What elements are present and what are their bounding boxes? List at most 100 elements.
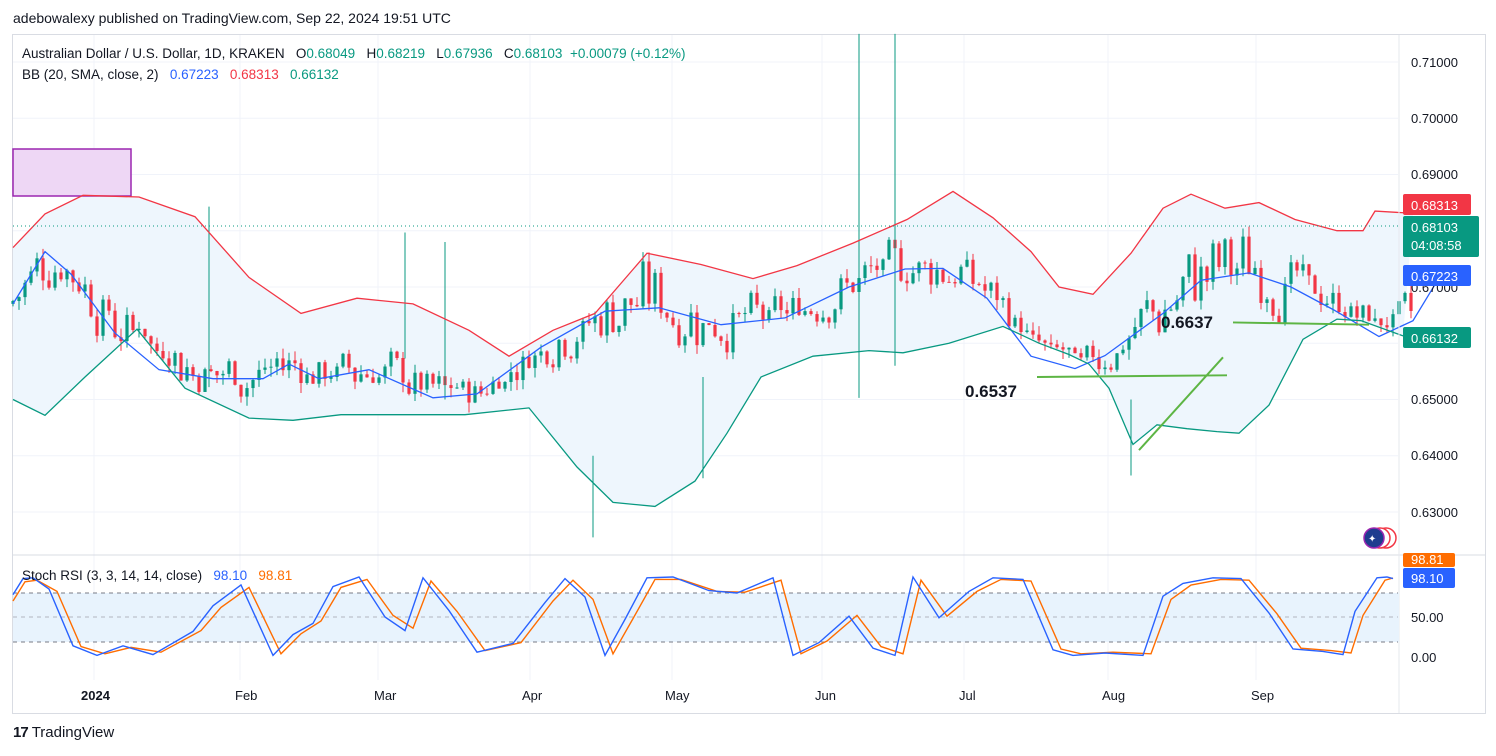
chart-frame <box>12 34 1486 714</box>
candle-body <box>551 364 555 368</box>
candle-body <box>587 321 591 324</box>
candle-body <box>1283 283 1287 324</box>
candle-body <box>239 384 243 397</box>
bb-label: BB (20, SMA, close, 2) <box>22 67 159 82</box>
candle-body <box>359 374 363 382</box>
candle-body <box>341 353 345 367</box>
price-badge-upper: 0.68313 <box>1403 194 1471 215</box>
candle-body <box>929 263 933 285</box>
candle-body <box>287 360 291 371</box>
rsi-tick: 50.00 <box>1411 610 1444 625</box>
candle-body <box>1265 299 1269 303</box>
candle-body <box>1301 264 1305 271</box>
candle-body <box>1337 292 1341 313</box>
candle-body <box>1037 334 1041 341</box>
candle-body <box>953 282 957 284</box>
symbol-legend[interactable]: Australian Dollar / U.S. Dollar, 1D, KRA… <box>22 46 686 61</box>
candle-body <box>1355 306 1359 318</box>
candle-body <box>1325 303 1329 305</box>
candle-body <box>227 361 231 374</box>
bollinger-upper-line <box>12 190 1414 357</box>
candle-body <box>665 312 669 318</box>
candle-body <box>353 367 357 382</box>
candle-body <box>509 372 513 382</box>
candle-body <box>11 300 15 304</box>
candle-body <box>1367 305 1371 321</box>
candle-body <box>1169 309 1173 311</box>
candle-body <box>1175 300 1179 310</box>
resistance-level-label[interactable]: 0.6637 <box>1161 313 1213 332</box>
candle-body <box>1379 318 1383 326</box>
candle-body <box>689 312 693 337</box>
candle-body <box>563 339 567 357</box>
candle-body <box>1211 243 1215 282</box>
candle-body <box>1019 317 1023 332</box>
currency-flag-icon[interactable]: ✦ <box>1363 527 1397 549</box>
time-label: Apr <box>522 688 543 703</box>
high-value: 0.68219 <box>376 46 426 61</box>
candle-body <box>1133 326 1137 339</box>
candle-body <box>1229 239 1233 276</box>
candle-body <box>755 292 759 305</box>
candle-body <box>1247 236 1251 275</box>
candle-body <box>1205 266 1209 282</box>
candle-body <box>437 376 441 384</box>
rsi-tick: 0.00 <box>1411 650 1436 665</box>
candle-body <box>41 258 45 281</box>
candle-body <box>461 381 465 388</box>
candle-body <box>431 373 435 384</box>
candle-body <box>371 377 375 383</box>
candle-body <box>173 352 177 366</box>
candle-body <box>653 272 657 304</box>
price-tick: 0.64000 <box>1411 448 1458 463</box>
candle-body <box>965 259 969 267</box>
candle-body <box>323 362 327 379</box>
candle-body <box>815 314 819 322</box>
time-label: Feb <box>235 688 257 703</box>
candle-body <box>779 296 783 311</box>
candle-body <box>1163 309 1167 333</box>
time-label: Mar <box>374 688 397 703</box>
candle-body <box>83 284 87 292</box>
bollinger-legend[interactable]: BB (20, SMA, close, 2) 0.67223 0.68313 0… <box>22 67 339 82</box>
candle-body <box>167 358 171 366</box>
candle-body <box>995 282 999 301</box>
candle-body <box>593 316 597 324</box>
candle-body <box>1055 344 1059 348</box>
candle-body <box>365 374 369 378</box>
bollinger-basis-line <box>12 250 1442 399</box>
candle-body <box>1031 330 1035 335</box>
candle-body <box>125 314 129 342</box>
stoch-label: Stoch RSI (3, 3, 14, 14, close) <box>22 568 203 583</box>
change-value: +0.00079 (+0.12%) <box>569 46 686 61</box>
time-label: Jun <box>815 688 836 703</box>
candle-body <box>695 312 699 346</box>
candle-body <box>599 316 603 336</box>
candle-body <box>1307 264 1311 276</box>
supply-zone-box[interactable] <box>12 148 132 197</box>
candle-body <box>1319 293 1323 305</box>
candle-body <box>1013 317 1017 327</box>
bb-lower-value: 0.66132 <box>289 67 339 82</box>
candle-body <box>23 282 27 298</box>
time-axis: 2024 Feb Mar Apr May Jun Jul Aug Sep <box>81 688 1274 703</box>
stoch-rsi-legend[interactable]: Stoch RSI (3, 3, 14, 14, close) 98.10 98… <box>22 568 292 583</box>
candle-body <box>617 325 621 333</box>
candle-body <box>65 270 69 280</box>
candle-body <box>1343 312 1347 317</box>
candle-body <box>791 297 795 314</box>
candle-body <box>1385 325 1389 328</box>
time-label: Jul <box>959 688 976 703</box>
candle-body <box>161 350 165 359</box>
candle-body <box>407 382 411 394</box>
candle-body <box>1121 349 1125 354</box>
candle-body <box>467 381 471 403</box>
rsi-badge-k: 98.10 <box>1403 568 1455 588</box>
candle-body <box>515 372 519 381</box>
tradingview-logo[interactable]: 17 TradingView <box>13 724 114 741</box>
support-level-label[interactable]: 0.6537 <box>965 382 1017 401</box>
candle-body <box>203 369 207 392</box>
candle-body <box>1193 254 1197 301</box>
candle-body <box>191 367 195 376</box>
